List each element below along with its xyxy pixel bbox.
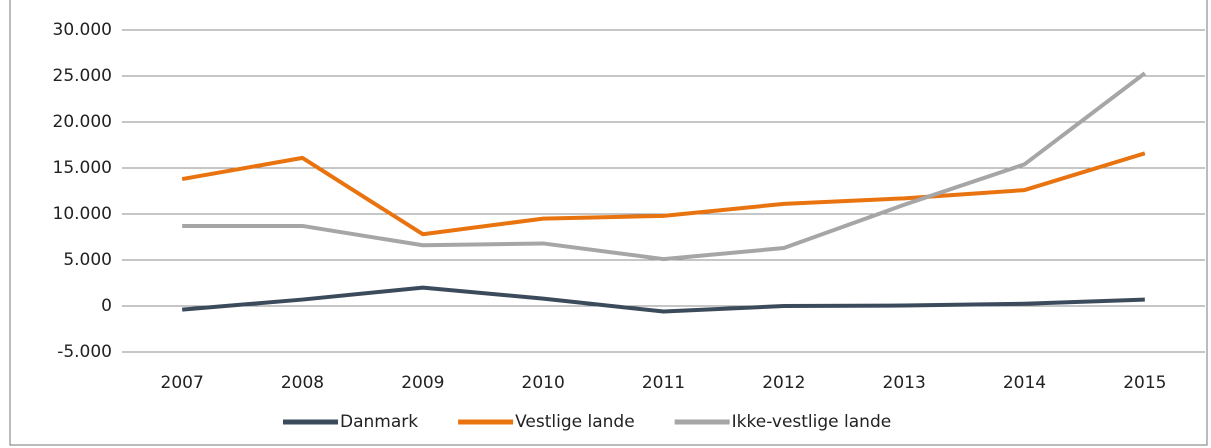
series-line: [181, 151, 1146, 237]
x-tick-label: 2008: [281, 373, 324, 393]
series-line: [181, 285, 1145, 314]
y-tick-label: 5.000: [63, 250, 112, 270]
x-tick-label: 2010: [522, 373, 565, 393]
chart-frame: [9, 0, 1208, 446]
x-tick-label: 2013: [883, 373, 926, 393]
x-tick-label: 2007: [161, 373, 204, 393]
legend-label: Vestlige lande: [515, 412, 635, 432]
x-tick-label: 2012: [762, 373, 805, 393]
legend-label: Danmark: [340, 412, 418, 432]
x-tick-label: 2011: [642, 373, 685, 393]
y-tick-label: 10.000: [53, 204, 112, 224]
x-tick-label: 2009: [401, 373, 444, 393]
y-tick-label: 25.000: [53, 66, 112, 86]
y-tick-label: 20.000: [53, 112, 112, 132]
legend-label: Ikke-vestlige lande: [732, 412, 892, 432]
y-tick-label: -5.000: [57, 342, 112, 362]
series-line: [182, 71, 1147, 262]
y-tick-label: 30.000: [53, 20, 112, 40]
x-tick-label: 2014: [1003, 373, 1046, 393]
y-tick-label: 0: [101, 296, 112, 316]
x-tick-label: 2015: [1123, 373, 1166, 393]
y-tick-label: 15.000: [53, 158, 112, 178]
